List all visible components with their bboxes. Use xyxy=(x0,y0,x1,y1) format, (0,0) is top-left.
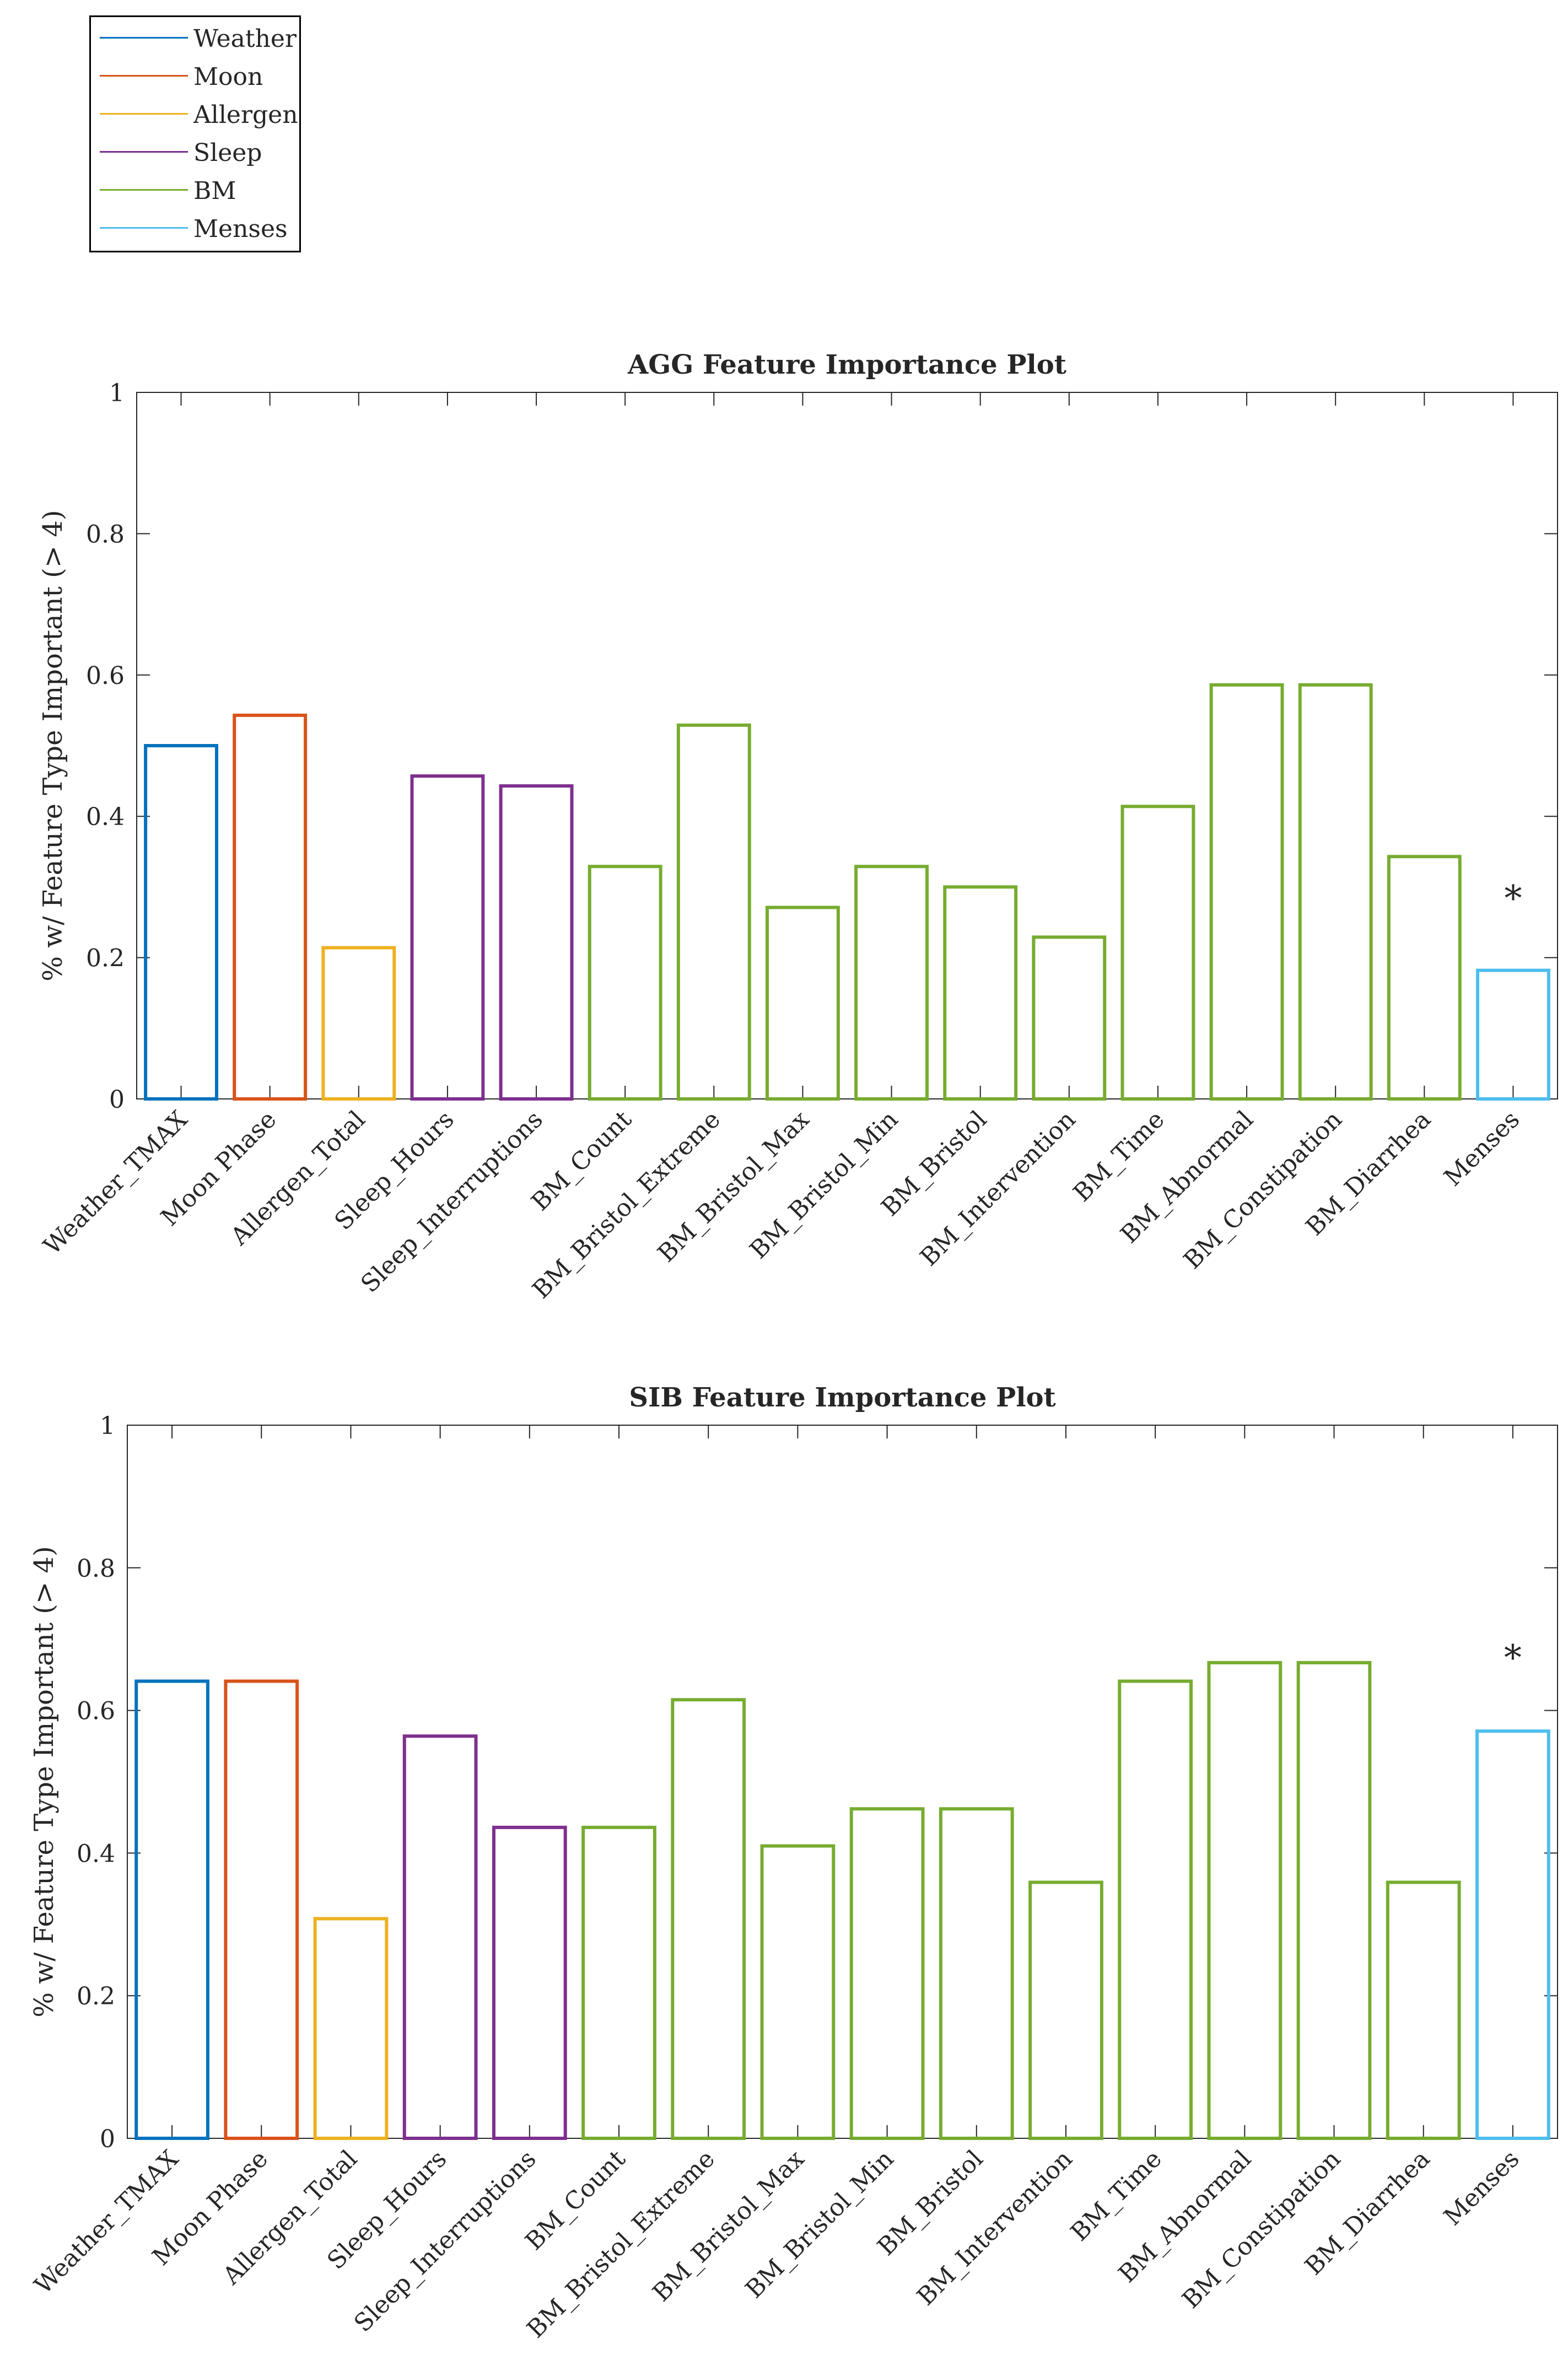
bar-bm-abnormal xyxy=(1209,683,1284,1101)
legend-item-bm: BM xyxy=(91,174,299,207)
bar-bm-bristol-min xyxy=(849,1807,925,2140)
sib-feature-importance-plot: SIB Feature Importance Plot % w/ Feature … xyxy=(29,1382,1558,2343)
y-tick-label: 0 xyxy=(109,1086,125,1114)
bar-bm-bristol xyxy=(939,1807,1014,2140)
bar-menses xyxy=(1475,968,1550,1101)
y-tick-label: 1 xyxy=(109,379,125,407)
x-tick-label: BM_Intervention xyxy=(915,1106,1081,1272)
legend-label: BM xyxy=(193,177,236,205)
bar-bm-constipation xyxy=(1296,1661,1372,2140)
bar-bm-count xyxy=(588,865,662,1101)
agg-feature-importance-plot: AGG Feature Importance Plot % w/ Feature … xyxy=(37,349,1558,1304)
bar-menses xyxy=(1475,1729,1550,2140)
legend-label: Weather xyxy=(193,25,297,53)
legend-swatch xyxy=(100,189,188,191)
legend-label: Sleep xyxy=(193,139,262,167)
y-tick-label: 0.4 xyxy=(86,803,125,831)
legend-item-allergen: Allergen xyxy=(91,98,299,131)
bar-sleep-interruptions xyxy=(499,784,574,1101)
y-tick-label: 0.6 xyxy=(77,1697,115,1726)
legend-label: Allergen xyxy=(193,101,298,129)
y-axis-label: % w/ Feature Type Important (> 4) xyxy=(37,510,68,981)
bar-bm-intervention xyxy=(1032,935,1107,1101)
bar-bm-time xyxy=(1118,1679,1193,2140)
x-tick-label: BM_Intervention xyxy=(912,2145,1078,2311)
y-tick-label: 1 xyxy=(100,1412,115,1440)
bar-bm-bristol-extreme xyxy=(676,723,751,1101)
x-tick-label: Sleep_Interruptions xyxy=(349,2145,542,2338)
y-axis-label: % w/ Feature Type Important (> 4) xyxy=(29,1546,60,2017)
bar-bm-constipation xyxy=(1298,683,1373,1101)
bar-sleep-interruptions xyxy=(492,1825,567,2140)
x-tick-label: Menses xyxy=(1438,2145,1525,2231)
bar-bm-bristol-max xyxy=(765,905,840,1101)
bar-bm-bristol-extreme xyxy=(671,1698,746,2140)
bar-sleep-hours xyxy=(402,1734,478,2140)
y-tick-label: 0.6 xyxy=(86,662,125,690)
legend-item-menses: Menses xyxy=(91,212,299,245)
significance-asterisk: * xyxy=(1504,1638,1522,1679)
bar-bm-abnormal xyxy=(1207,1661,1283,2140)
y-tick-label: 0.2 xyxy=(77,1982,115,2010)
y-tick-label: 0.8 xyxy=(77,1555,115,1583)
legend-item-moon: Moon xyxy=(91,60,299,93)
chart-title: AGG Feature Importance Plot xyxy=(627,349,1066,380)
legend: Weather Moon Allergen Sleep BM Menses xyxy=(89,15,301,252)
x-tick-label: BM_Bristol_Max xyxy=(653,1106,815,1268)
y-tick-label: 0.2 xyxy=(86,945,125,973)
legend-swatch xyxy=(100,151,188,153)
x-tick-label: BM_Constipation xyxy=(1178,1106,1348,1275)
legend-label: Menses xyxy=(193,215,288,243)
axes-box xyxy=(136,392,1558,1099)
bar-weather-tmax xyxy=(134,1679,209,2140)
x-tick-label: BM_Bristol_Min xyxy=(745,1106,904,1265)
y-tick-label: 0.8 xyxy=(86,520,125,548)
bar-bm-intervention xyxy=(1028,1880,1103,2140)
x-tick-label: BM_Bristol_Min xyxy=(740,2145,899,2304)
bar-allergen-total xyxy=(321,946,396,1101)
x-tick-label: BM_Constipation xyxy=(1177,2145,1346,2314)
y-tick-label: 0 xyxy=(100,2125,115,2153)
chart-title: SIB Feature Importance Plot xyxy=(629,1382,1055,1413)
legend-swatch xyxy=(100,227,188,229)
bar-bm-bristol-min xyxy=(854,865,929,1101)
axes-box xyxy=(127,1425,1558,2139)
x-tick-label: Weather_TMAX xyxy=(29,2144,185,2300)
bar-moon-phase xyxy=(233,713,308,1101)
x-tick-label: Menses xyxy=(1438,1106,1525,1192)
bar-bm-diarrhea xyxy=(1386,1880,1461,2140)
legend-swatch xyxy=(100,37,188,39)
bar-bm-diarrhea xyxy=(1387,855,1462,1101)
bar-bm-count xyxy=(581,1825,656,2140)
legend-label: Moon xyxy=(193,63,263,91)
legend-swatch xyxy=(100,113,188,115)
bar-bm-bristol xyxy=(943,885,1018,1101)
legend-item-sleep: Sleep xyxy=(91,136,299,169)
bar-weather-tmax xyxy=(144,744,219,1101)
bar-bm-time xyxy=(1120,805,1195,1101)
bar-moon-phase xyxy=(224,1679,299,2140)
x-tick-label: BM_Bristol_Max xyxy=(647,2145,810,2308)
bar-sleep-hours xyxy=(410,774,485,1101)
legend-swatch xyxy=(100,75,188,77)
bar-bm-bristol-max xyxy=(760,1844,836,2140)
x-tick-label: Weather_TMAX xyxy=(38,1105,193,1260)
x-tick-label: Sleep_Interruptions xyxy=(355,1106,548,1298)
significance-asterisk: * xyxy=(1504,878,1522,919)
y-tick-label: 0.4 xyxy=(77,1840,115,1868)
legend-item-weather: Weather xyxy=(91,21,299,55)
bar-allergen-total xyxy=(313,1917,389,2140)
